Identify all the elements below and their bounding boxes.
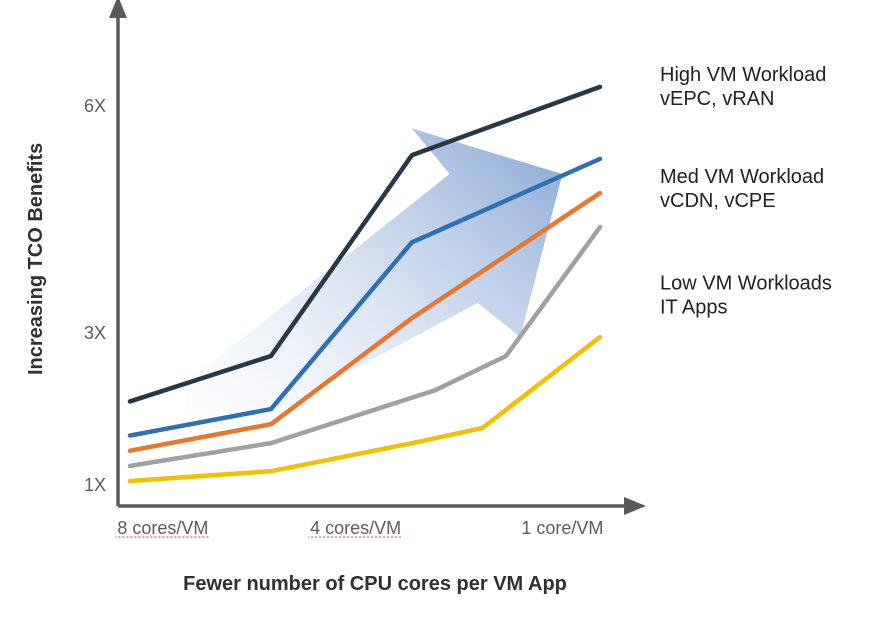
x-axis-arrowhead — [624, 497, 646, 515]
legend-title: Low VM Workloads — [660, 272, 832, 294]
legend-sub: vCDN, vCPE — [660, 190, 776, 212]
x-tick-label: 4 cores/VM — [310, 518, 401, 538]
y-axis-arrowhead — [109, 0, 127, 18]
x-tick: 4 cores/VM — [308, 518, 403, 538]
y-axis-title: Increasing TCO Benefits — [25, 143, 47, 375]
x-tick-label: 8 cores/VM — [117, 518, 208, 538]
legend-title: Med VM Workload — [660, 166, 824, 188]
chart-svg: 1X 3X 6X 8 cores/VM 4 cores/VM 1 core/VM High … — [0, 0, 880, 643]
legend-sub: IT Apps — [660, 296, 727, 318]
legend-title: High VM Workload — [660, 64, 826, 86]
x-tick: 1 core/VM — [521, 518, 603, 538]
y-tick-label: 3X — [84, 323, 106, 343]
x-axis-title: Fewer number of CPU cores per VM App — [183, 573, 567, 595]
x-tick: 8 cores/VM — [115, 518, 210, 538]
y-tick-label: 1X — [84, 475, 106, 495]
x-tick-label: 1 core/VM — [521, 518, 603, 538]
legend-sub: vEPC, vRAN — [660, 88, 774, 110]
tco-line-chart: 1X 3X 6X 8 cores/VM 4 cores/VM 1 core/VM High … — [0, 0, 880, 643]
y-tick-label: 6X — [84, 96, 106, 116]
